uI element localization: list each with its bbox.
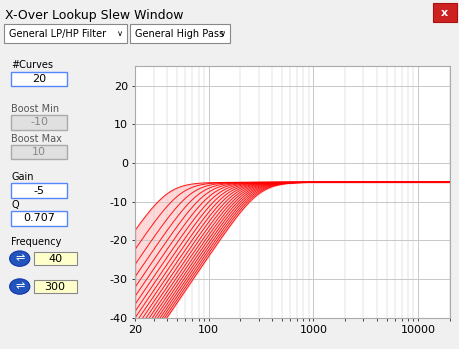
Text: Gain: Gain (11, 172, 34, 182)
Text: Frequency: Frequency (11, 237, 62, 247)
Text: x: x (441, 8, 448, 17)
Text: Q: Q (11, 200, 19, 210)
Text: 0.707: 0.707 (23, 214, 55, 223)
Text: 40: 40 (48, 254, 62, 263)
Text: 300: 300 (45, 282, 66, 291)
Text: ∨: ∨ (220, 29, 226, 38)
Text: 20: 20 (32, 74, 46, 84)
Text: General LP/HP Filter: General LP/HP Filter (9, 29, 106, 38)
Text: -5: -5 (34, 186, 45, 195)
Text: ⇌: ⇌ (15, 282, 24, 291)
Text: General High Pass: General High Pass (135, 29, 224, 38)
Text: X-Over Lookup Slew Window: X-Over Lookup Slew Window (5, 9, 183, 22)
Text: #Curves: #Curves (11, 60, 54, 70)
Text: -10: -10 (30, 118, 48, 127)
Text: Boost Max: Boost Max (11, 134, 62, 144)
Text: Boost Min: Boost Min (11, 104, 60, 114)
Text: ⇌: ⇌ (15, 254, 24, 263)
Text: 10: 10 (32, 147, 46, 157)
Text: ∨: ∨ (117, 29, 123, 38)
